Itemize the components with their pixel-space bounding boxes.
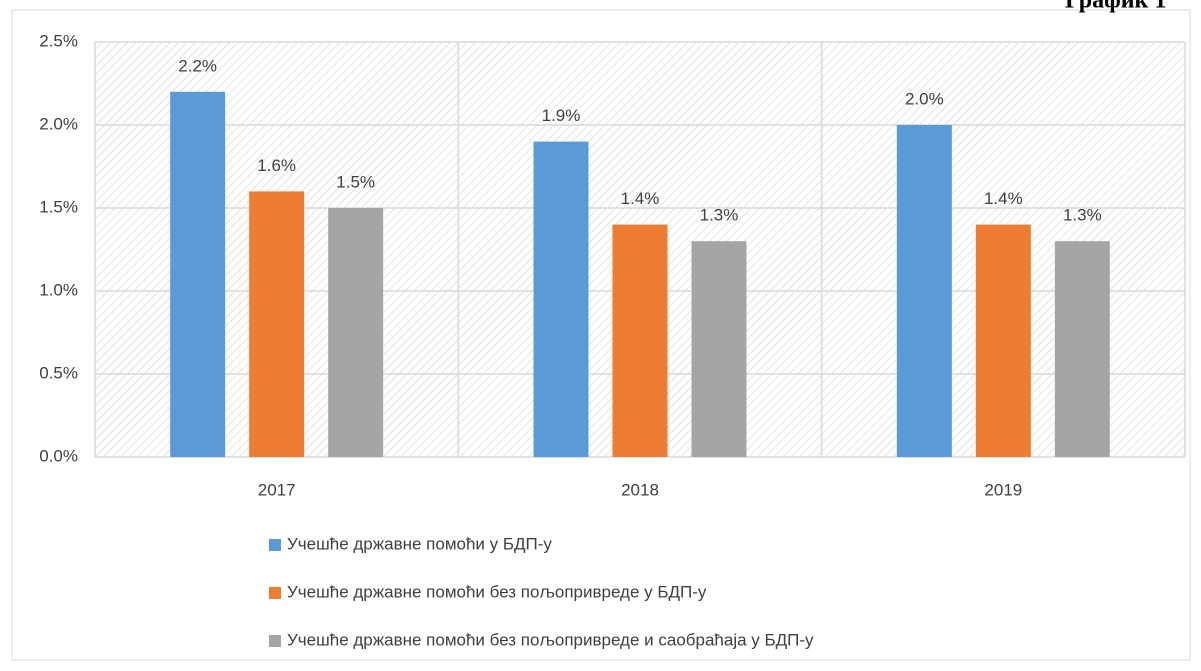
y-tick-label: 0.5% <box>39 363 78 382</box>
y-tick-label: 2.5% <box>39 31 78 50</box>
bar <box>612 224 668 457</box>
bar <box>328 208 384 457</box>
x-tick-label: 2019 <box>984 480 1022 499</box>
data-label: 1.5% <box>336 172 375 191</box>
legend-swatch <box>269 539 281 551</box>
data-label: 1.6% <box>257 156 296 175</box>
bar <box>1054 241 1110 457</box>
data-label: 2.0% <box>905 89 944 108</box>
legend-label: Учешће државне помоћи без пољопривреде и… <box>287 630 814 649</box>
bar <box>691 241 747 457</box>
bar <box>975 224 1031 457</box>
y-tick-label: 1.5% <box>39 197 78 216</box>
legend-swatch <box>269 635 281 647</box>
data-label: 1.3% <box>1063 206 1102 225</box>
legend-label: Учешће државне помоћи без пољопривреде у… <box>287 582 707 601</box>
bar <box>896 125 952 457</box>
y-tick-label: 2.0% <box>39 114 78 133</box>
bar <box>249 191 305 457</box>
data-label: 1.4% <box>984 189 1023 208</box>
data-label: 1.9% <box>542 106 581 125</box>
x-tick-label: 2018 <box>621 480 659 499</box>
data-label: 1.4% <box>621 189 660 208</box>
bar <box>533 141 589 457</box>
legend-swatch <box>269 587 281 599</box>
data-label: 1.3% <box>700 206 739 225</box>
legend-label: Учешће државне помоћи у БДП-у <box>287 534 552 553</box>
bar <box>170 91 226 458</box>
y-tick-label: 1.0% <box>39 280 78 299</box>
chart-title: График 1 <box>1065 0 1166 14</box>
x-tick-label: 2017 <box>258 480 296 499</box>
data-label: 2.2% <box>178 56 217 75</box>
y-tick-label: 0.0% <box>39 446 78 465</box>
